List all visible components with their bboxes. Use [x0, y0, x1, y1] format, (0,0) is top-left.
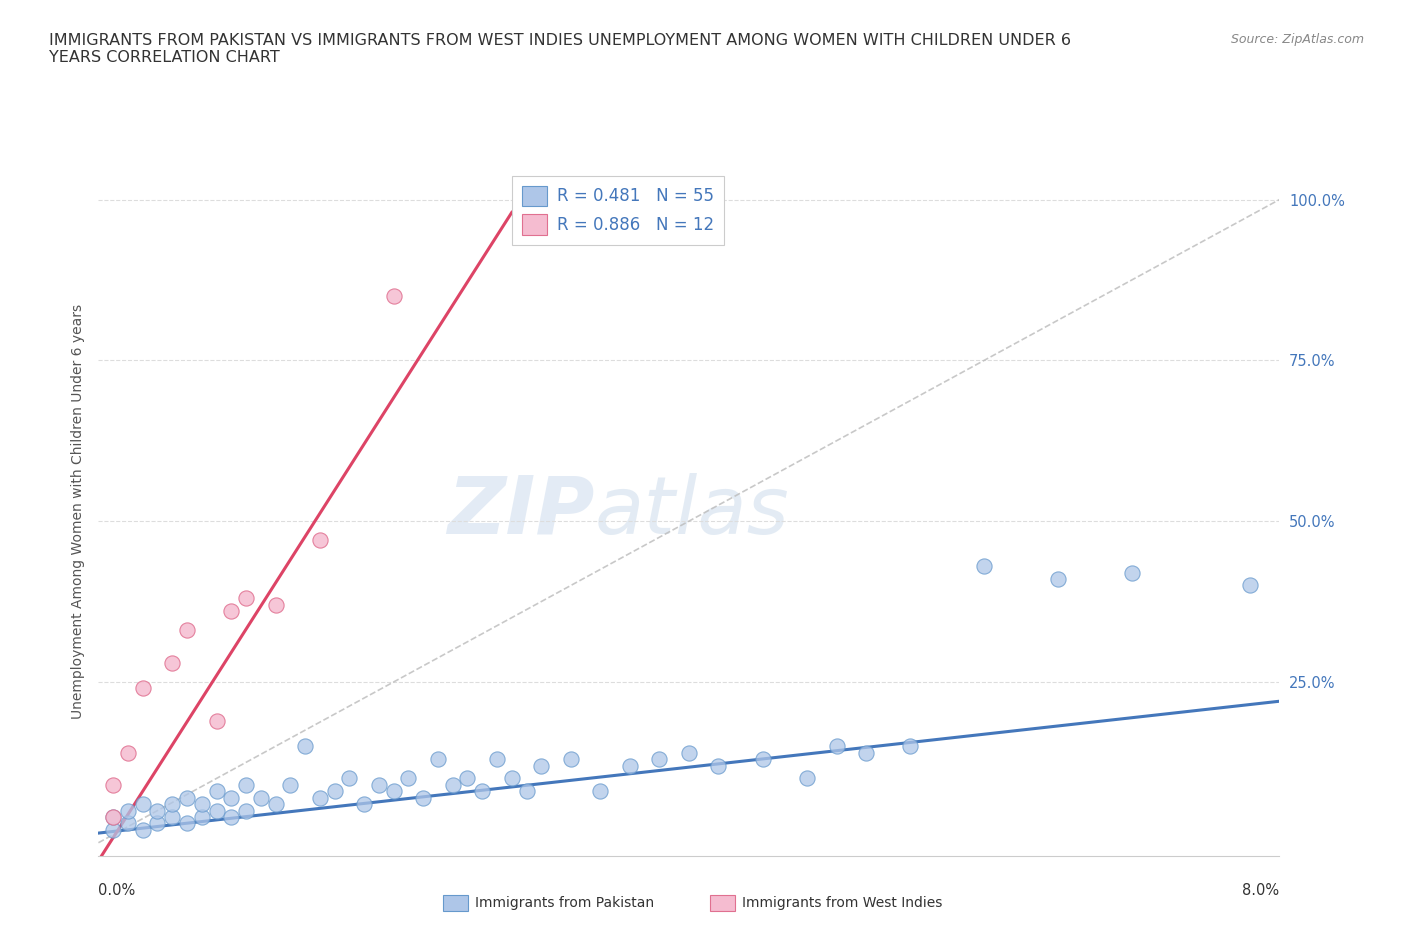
Point: [396, 771, 419, 786]
Point: [191, 810, 214, 825]
Point: [278, 777, 301, 792]
Text: 0.0%: 0.0%: [98, 884, 135, 898]
Point: [264, 597, 287, 612]
Point: [205, 713, 228, 728]
Point: [235, 591, 257, 605]
Point: [337, 771, 360, 786]
Point: [103, 810, 124, 825]
Point: [501, 771, 523, 786]
Point: [619, 758, 641, 773]
Point: [219, 604, 242, 618]
Point: [367, 777, 389, 792]
Legend: R = 0.481   N = 55, R = 0.886   N = 12: R = 0.481 N = 55, R = 0.886 N = 12: [512, 176, 724, 245]
Point: [132, 822, 155, 837]
Point: [515, 784, 537, 799]
Point: [235, 804, 257, 818]
Point: [1239, 578, 1261, 593]
Point: [250, 790, 273, 805]
Point: [589, 784, 612, 799]
Point: [382, 288, 405, 303]
Point: [426, 751, 449, 766]
Point: [219, 810, 242, 825]
Point: [382, 784, 405, 799]
Point: [205, 804, 228, 818]
Point: [530, 758, 553, 773]
Point: [471, 784, 494, 799]
Point: [117, 816, 139, 830]
Point: [456, 771, 478, 786]
Point: [176, 816, 198, 830]
Point: [796, 771, 818, 786]
Point: [176, 790, 198, 805]
Point: [323, 784, 346, 799]
Point: [1046, 572, 1069, 587]
Point: [648, 751, 671, 766]
Text: Immigrants from Pakistan: Immigrants from Pakistan: [475, 896, 654, 910]
Point: [412, 790, 434, 805]
Point: [751, 751, 773, 766]
Point: [117, 804, 139, 818]
Point: [117, 745, 139, 760]
Point: [103, 777, 124, 792]
Point: [973, 559, 995, 574]
Y-axis label: Unemployment Among Women with Children Under 6 years: Unemployment Among Women with Children U…: [70, 304, 84, 719]
Point: [308, 790, 332, 805]
Point: [146, 804, 169, 818]
Point: [205, 784, 228, 799]
Point: [1121, 565, 1143, 580]
Point: [898, 738, 921, 753]
Text: Immigrants from West Indies: Immigrants from West Indies: [742, 896, 943, 910]
Point: [103, 822, 124, 837]
Text: 8.0%: 8.0%: [1243, 884, 1279, 898]
Point: [132, 797, 155, 812]
Point: [485, 751, 508, 766]
Point: [294, 738, 316, 753]
Text: IMMIGRANTS FROM PAKISTAN VS IMMIGRANTS FROM WEST INDIES UNEMPLOYMENT AMONG WOMEN: IMMIGRANTS FROM PAKISTAN VS IMMIGRANTS F…: [49, 33, 1071, 65]
Point: [162, 797, 183, 812]
Point: [678, 745, 700, 760]
Point: [707, 758, 730, 773]
Point: [103, 810, 124, 825]
Point: [132, 681, 155, 696]
Text: Source: ZipAtlas.com: Source: ZipAtlas.com: [1230, 33, 1364, 46]
Point: [162, 656, 183, 671]
Point: [235, 777, 257, 792]
Text: atlas: atlas: [595, 472, 789, 551]
Point: [162, 810, 183, 825]
Point: [146, 816, 169, 830]
Point: [855, 745, 877, 760]
Point: [308, 533, 332, 548]
Point: [353, 797, 375, 812]
Point: [560, 751, 582, 766]
Text: ZIP: ZIP: [447, 472, 595, 551]
Point: [825, 738, 848, 753]
Point: [219, 790, 242, 805]
Point: [264, 797, 287, 812]
Point: [176, 623, 198, 638]
Point: [191, 797, 214, 812]
Point: [441, 777, 464, 792]
